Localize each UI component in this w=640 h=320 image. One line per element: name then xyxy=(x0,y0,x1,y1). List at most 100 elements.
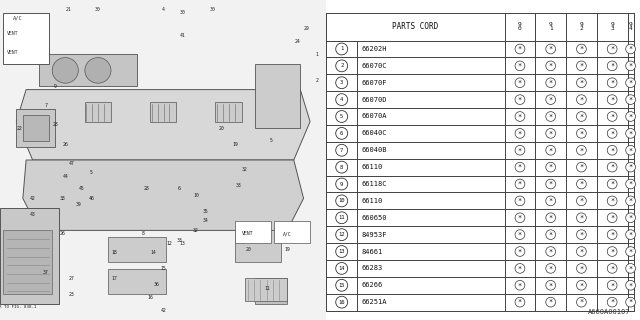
Bar xyxy=(504,41,535,57)
Text: 8: 8 xyxy=(142,231,145,236)
Bar xyxy=(535,108,566,125)
Text: *: * xyxy=(518,114,522,119)
Text: *: * xyxy=(518,265,522,271)
Circle shape xyxy=(607,61,617,71)
Circle shape xyxy=(577,162,586,172)
Circle shape xyxy=(336,144,348,156)
Bar xyxy=(627,57,634,74)
Text: 2: 2 xyxy=(315,77,318,83)
Bar xyxy=(326,57,357,74)
Circle shape xyxy=(546,264,556,273)
Text: 20: 20 xyxy=(219,125,225,131)
Text: *: * xyxy=(628,232,633,238)
Bar xyxy=(596,108,627,125)
Circle shape xyxy=(546,112,556,121)
Text: 11: 11 xyxy=(265,285,271,291)
Text: *: * xyxy=(548,265,553,271)
Text: 14: 14 xyxy=(150,250,156,255)
Text: *: * xyxy=(579,232,584,238)
Text: 27: 27 xyxy=(69,276,75,281)
Text: VENT: VENT xyxy=(6,31,18,36)
Circle shape xyxy=(577,44,586,54)
Circle shape xyxy=(626,280,636,290)
Circle shape xyxy=(607,162,617,172)
Text: *: * xyxy=(628,282,633,288)
Circle shape xyxy=(626,297,636,307)
Circle shape xyxy=(577,78,586,88)
Text: *: * xyxy=(579,215,584,221)
Bar xyxy=(216,102,241,122)
Text: REFER TO FIG. 830-1: REFER TO FIG. 830-1 xyxy=(0,305,37,309)
Bar xyxy=(357,41,504,57)
Text: 14: 14 xyxy=(339,266,345,271)
Bar xyxy=(504,57,535,74)
Bar xyxy=(39,54,137,86)
Circle shape xyxy=(546,179,556,189)
Bar xyxy=(627,142,634,159)
Bar xyxy=(535,176,566,192)
Bar xyxy=(627,41,634,57)
Circle shape xyxy=(607,230,617,239)
Bar xyxy=(566,12,596,41)
Text: 19: 19 xyxy=(284,247,290,252)
Bar xyxy=(627,209,634,226)
Text: 30: 30 xyxy=(95,7,100,12)
Bar xyxy=(504,12,535,41)
Text: *: * xyxy=(548,114,553,119)
Bar xyxy=(3,230,52,294)
Text: 84953F: 84953F xyxy=(362,232,387,238)
Circle shape xyxy=(626,44,636,54)
Text: 12: 12 xyxy=(167,241,173,246)
Circle shape xyxy=(52,58,78,83)
Text: *: * xyxy=(518,80,522,86)
Bar xyxy=(596,277,627,294)
Circle shape xyxy=(546,61,556,71)
Bar xyxy=(566,192,596,209)
Text: 24: 24 xyxy=(294,39,300,44)
Text: *: * xyxy=(518,282,522,288)
Text: *: * xyxy=(610,164,614,170)
Text: 17: 17 xyxy=(111,276,117,281)
Circle shape xyxy=(546,196,556,206)
Text: *: * xyxy=(628,164,633,170)
Circle shape xyxy=(515,280,525,290)
Circle shape xyxy=(577,297,586,307)
Circle shape xyxy=(336,161,348,173)
Circle shape xyxy=(577,264,586,273)
Circle shape xyxy=(607,112,617,121)
Text: 66040B: 66040B xyxy=(362,147,387,153)
Circle shape xyxy=(607,78,617,88)
Text: *: * xyxy=(628,80,633,86)
Text: 5: 5 xyxy=(340,114,343,119)
Text: *: * xyxy=(579,130,584,136)
Circle shape xyxy=(546,230,556,239)
Bar xyxy=(326,260,357,277)
Text: 12: 12 xyxy=(339,232,345,237)
Circle shape xyxy=(577,112,586,121)
Text: *: * xyxy=(518,232,522,238)
Bar xyxy=(596,57,627,74)
Bar xyxy=(596,41,627,57)
Bar xyxy=(535,125,566,142)
Text: *: * xyxy=(518,249,522,254)
Text: *: * xyxy=(610,147,614,153)
Bar xyxy=(596,209,627,226)
Text: 9: 9 xyxy=(340,181,343,187)
Text: *: * xyxy=(548,63,553,69)
Text: *: * xyxy=(610,299,614,305)
Bar xyxy=(357,142,504,159)
Bar xyxy=(357,74,504,91)
Text: *: * xyxy=(518,299,522,305)
Circle shape xyxy=(546,129,556,138)
Circle shape xyxy=(607,264,617,273)
Bar xyxy=(504,226,535,243)
Text: 13: 13 xyxy=(180,241,186,246)
Circle shape xyxy=(515,145,525,155)
Circle shape xyxy=(607,196,617,206)
Text: 66110: 66110 xyxy=(362,164,383,170)
Text: *: * xyxy=(518,181,522,187)
Bar xyxy=(357,294,504,311)
Bar xyxy=(357,260,504,277)
Bar xyxy=(504,209,535,226)
Circle shape xyxy=(336,77,348,89)
